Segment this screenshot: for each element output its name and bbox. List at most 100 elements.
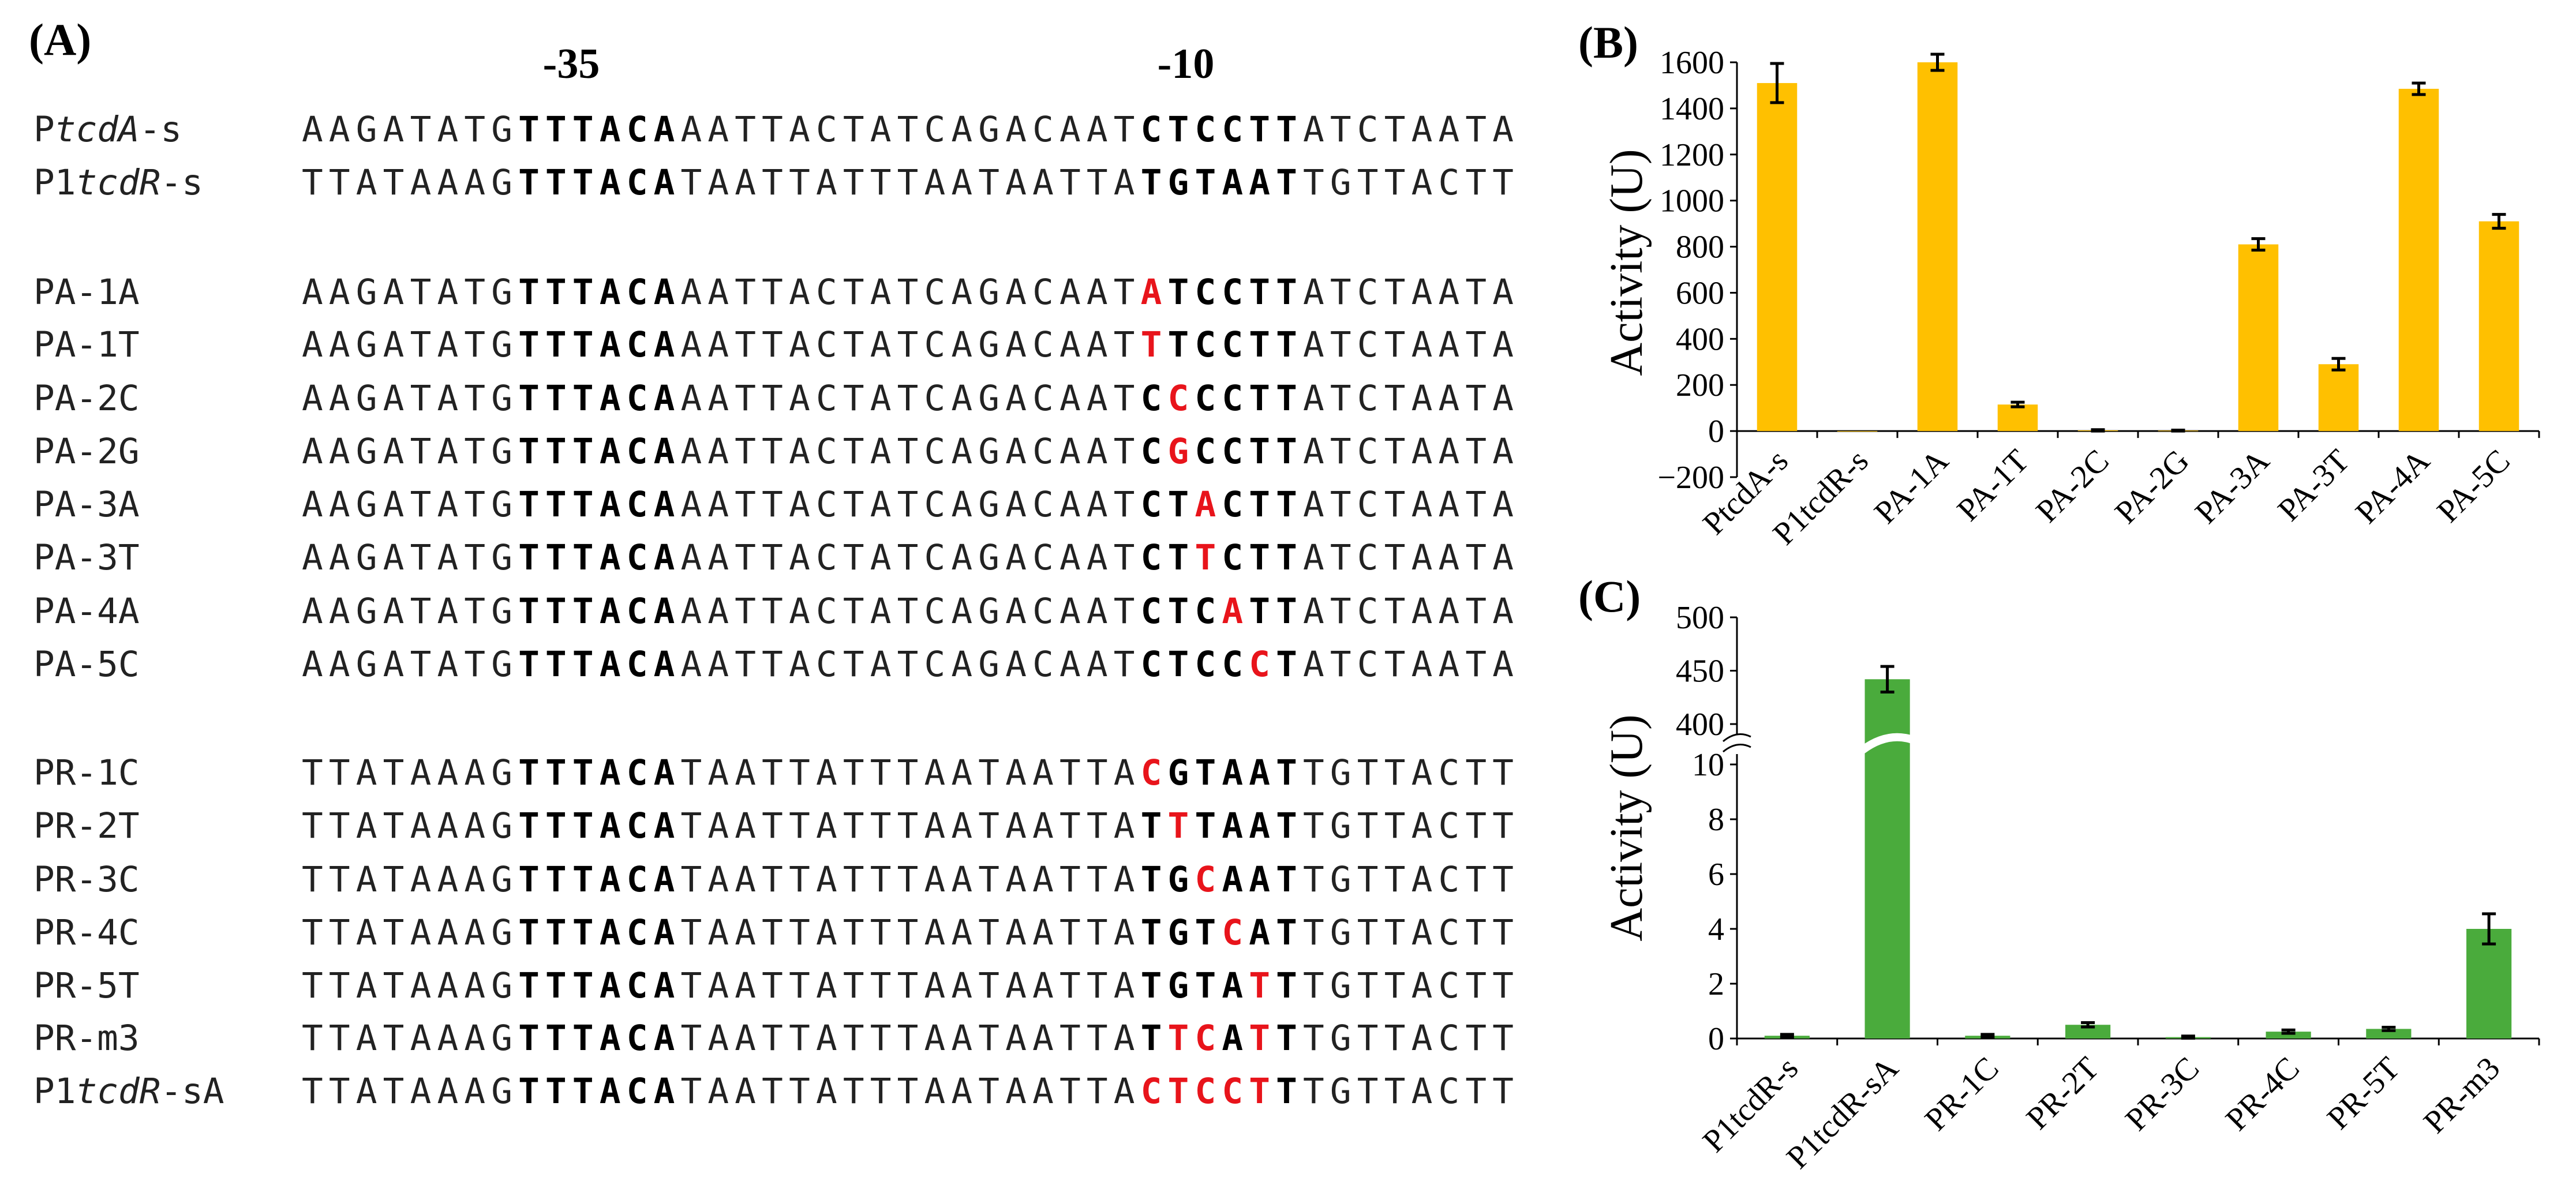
y-tick-label: −200 [1657,460,1724,496]
sequence-segment: TC [1168,1018,1216,1059]
sequence-name-part: P1 [33,1071,76,1112]
sequence-segment: TAATTATTTAATAATTA [680,1071,1135,1112]
x-tick-label: PA-4A [2349,443,2437,531]
sequence-name-part: PR-3C [33,859,140,900]
sequence: AAGATATG TTTACA AATTACTATCAGACAAT CT T CTT ATC… [302,537,1514,578]
sequence-segment: TGTTACTT [1303,965,1514,1006]
sequence-name-part: -s [160,162,203,203]
sequence-segment: CTCCT [1141,1071,1270,1112]
panel-b-label: (B) [1578,17,1638,68]
sequence-segment: AATTACTATCAGACAAT [680,109,1135,150]
sequence-segment: TG [1141,859,1189,900]
sequence-segment: AAGATATG [302,644,512,685]
sequence-segment: AAGATATG [302,537,512,578]
panel-a-label: (A) [29,14,91,65]
sequence-segment: C [1222,912,1243,953]
sequence-segment: ATCTAATA [1303,591,1514,632]
sequence-segment: CCTT [1195,431,1297,472]
sequence: AAGATATG TTTACA AATTACTATCAGACAAT C C CCTT ATC… [302,378,1514,419]
sequence-segment: TTTACA [518,162,675,203]
sequence-segment: TAATTATTTAATAATTA [680,1018,1135,1059]
x-tick-label: PR-5T [2320,1050,2406,1136]
sequence-segment: C [1249,644,1270,685]
sequence-name-part: tcdA [55,109,140,150]
sequence-segment: A [1195,484,1216,525]
axis-break-mark [1723,733,1751,743]
sequence-segment: CCTT [1195,378,1297,419]
sequence-name-part: PR-5T [33,965,140,1006]
sequence-segment: AATTACTATCAGACAAT [680,378,1135,419]
sequence-name-part: P [33,109,55,150]
sequence-segment: TTATAAAG [302,1071,512,1112]
sequence-name: P1tcdR-sA [33,1071,224,1112]
sequence-segment: TTATAAAG [302,912,512,953]
y-tick-label: 4 [1708,912,1724,947]
y-tick-label: 600 [1676,275,1724,311]
sequence: TTATAAAG TTTACA TAATTATTTAATAATTA CTCCT T TGT… [302,1071,1514,1112]
sequence-name-part: P1 [33,162,76,203]
sequence-name-part: PA-4A [33,591,140,632]
axis-break-mark [1723,744,1751,753]
sequence-segment: T [1276,1018,1297,1059]
sequence-segment: TTATAAAG [302,965,512,1006]
sequence-segment: TTTACA [518,1071,675,1112]
sequence-name: PA-3A [33,484,140,525]
sequence: TTATAAAG TTTACA TAATTATTTAATAATTA C GTAAT TGT… [302,752,1514,793]
sequence-segment: TGT [1141,912,1216,953]
sequence-segment: TTTACA [518,912,675,953]
bar [2398,88,2439,432]
sequence-segment: TGTTACTT [1303,805,1514,846]
y-tick-label: 6 [1708,857,1724,893]
sequence-segment: AAGATATG [302,109,512,150]
sequence-segment: T [1141,324,1162,365]
sequence-segment: C [1195,859,1216,900]
sequence-segment: CTCC [1141,644,1243,685]
sequence-segment: AAGATATG [302,484,512,525]
sequence-rows: PtcdA-s AAGATATG TTTACA AATTACTATCAGACAAT CT… [33,109,1514,1112]
sequence-name-part: PA-5C [33,644,140,685]
sequence-segment: T [1195,537,1216,578]
sequence-name: PA-4A [33,591,140,632]
sequence-segment: TTATAAAG [302,1018,512,1059]
sequence-segment: CTCCTT [1141,109,1297,150]
bar [2366,1029,2412,1038]
sequence-segment: AAT [1222,859,1297,900]
y-tick-label: 0 [1708,414,1724,449]
sequence-segment: TGTAAT [1141,162,1297,203]
sequence-segment: TAATTATTTAATAATTA [680,162,1135,203]
y-tick-label: 1200 [1660,137,1724,173]
sequence: TTATAAAG TTTACA TAATTATTTAATAATTA TG C AAT TGT… [302,859,1514,900]
sequence-segment: ATCTAATA [1303,324,1514,365]
sequence-segment: G [1168,431,1189,472]
bar-break-mark [1860,733,1914,753]
sequence-name-part: PA-3A [33,484,140,525]
sequence-name-part: PA-3T [33,537,140,578]
sequence-segment: T [1168,805,1189,846]
sequence: TTATAAAG TTTACA TAATTATTTAATAATTA TGTA T T TGT… [302,965,1514,1006]
bar [2318,364,2359,432]
y-tick-label: 800 [1676,230,1724,265]
sequence-name: PA-2C [33,378,140,419]
sequence-segment: TAATTATTTAATAATTA [680,965,1135,1006]
sequence: AAGATATG TTTACA AATTACTATCAGACAAT C G CCTT ATC… [302,431,1514,472]
x-tick-label: PA-1T [1950,443,2036,528]
sequence-segment: A [1222,591,1243,632]
sequence-name: PA-1A [33,272,140,313]
sequence-segment: ATCTAATA [1303,378,1514,419]
sequence-segment: TTATAAAG [302,752,512,793]
sequence-segment: AAGATATG [302,591,512,632]
y-tick-label: 200 [1676,368,1724,403]
sequence-segment: T [1141,805,1162,846]
sequence-name-part: PR-2T [33,805,140,846]
sequence: AAGATATG TTTACA AATTACTATCAGACAAT CTC A TT ATC… [302,591,1514,632]
sequence-segment: AT [1249,912,1297,953]
sequence-segment: T [1276,644,1297,685]
sequence-segment: TAATTATTTAATAATTA [680,805,1135,846]
sequence-segment: CTC [1141,591,1216,632]
sequence-segment: ATCTAATA [1303,272,1514,313]
sequence-segment: TTTACA [518,591,675,632]
bar [1917,62,1958,432]
sequence-segment: TCCTT [1168,324,1297,365]
